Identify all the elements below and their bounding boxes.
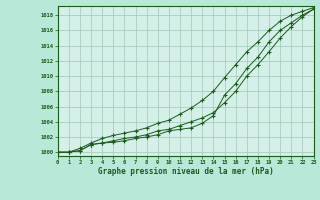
X-axis label: Graphe pression niveau de la mer (hPa): Graphe pression niveau de la mer (hPa) [98, 167, 274, 176]
